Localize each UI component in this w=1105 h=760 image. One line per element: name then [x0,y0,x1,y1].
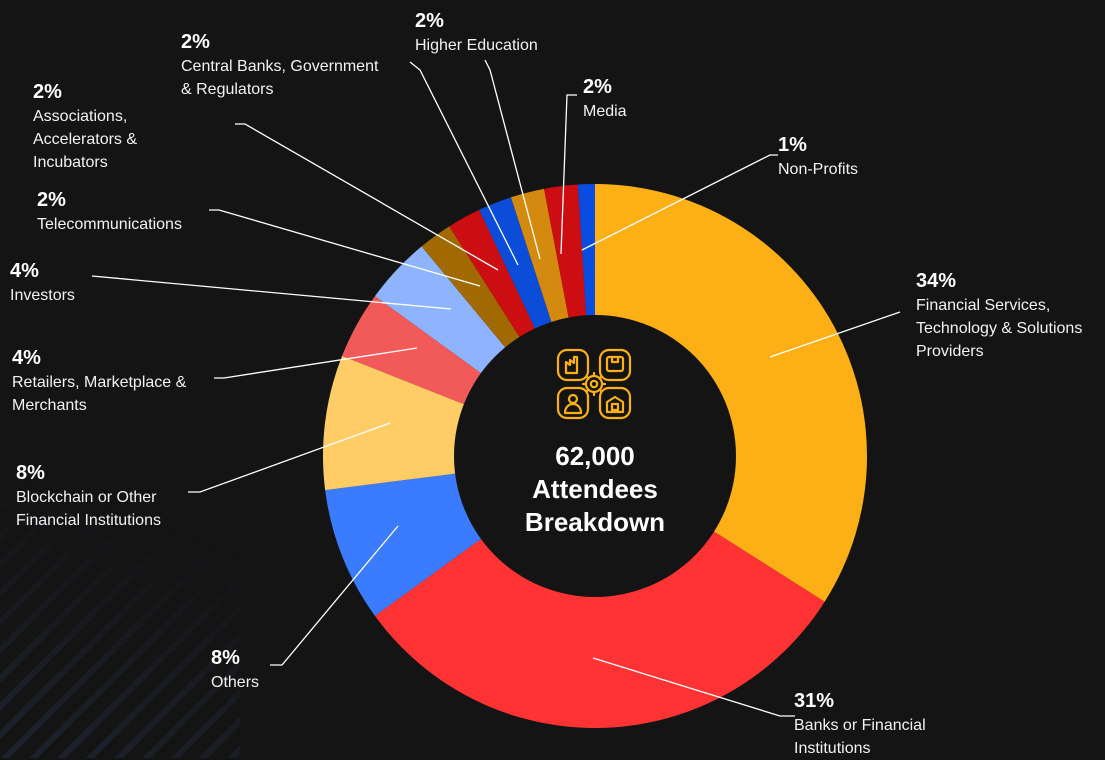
slice-percent: 8% [16,462,45,484]
slice-name: Investors [10,284,75,307]
slice-name-line: Higher Education [415,37,538,54]
slice-name-line: Technology & Solutions [916,320,1083,337]
label-telecommunications: 2% Telecommunications [37,187,182,236]
slice-name-line: Merchants [12,397,87,414]
label-media: 2% Media [583,74,627,123]
slice-name-line: Providers [916,343,984,360]
label-central-banks: 2% Central Banks, Government & Regulator… [181,29,378,101]
slice-name: Non-Profits [778,158,858,181]
label-financial-services: 34% Financial Services, Technology & Sol… [916,268,1082,363]
slice-name: Media [583,100,627,123]
background-stripes [0,428,240,758]
leader-line [188,422,391,493]
label-others: 8% Others [211,645,259,694]
slice-name: Financial Services, Technology & Solutio… [916,294,1082,363]
slice-percent: 31% [794,690,835,712]
factory-icon [556,348,590,382]
slice-percent: 4% [10,260,39,282]
slice-name-line: Investors [10,287,75,304]
slice-name: Central Banks, Government & Regulators [181,55,378,101]
label-blockchain: 8% Blockchain or Other Financial Institu… [16,460,161,532]
slice-percent: 2% [181,31,210,53]
leader-line [769,311,901,358]
slice-name-line: Incubators [33,154,108,171]
center-title-line-3: Breakdown [524,507,666,537]
leader-line [209,209,481,287]
store-icon [598,386,632,420]
slice-name-line: Institutions [794,740,871,757]
label-retailers: 4% Retailers, Marketplace & Merchants [12,345,186,417]
slice-percent: 1% [778,134,807,156]
slice-percent: 34% [916,270,957,292]
center-title-line-2: Attendees [532,474,658,504]
slice-name-line: Central Banks, Government [181,58,379,75]
slice-percent: 2% [583,76,612,98]
leader-line [235,123,499,271]
leader-line [270,525,399,666]
slice-name: Retailers, Marketplace & Merchants [12,371,186,417]
slice-name-line: Accelerators & [33,131,138,148]
chart-title: 62,000 Attendees Breakdown [490,440,700,539]
slice-name-line: Associations, [33,108,128,125]
slice-percent: 2% [415,10,444,32]
slice-name-line: Blockchain or Other [16,489,157,506]
donut-hole [454,315,736,597]
slice-name-line: Retailers, Marketplace & [12,374,187,391]
leader-line [484,59,541,260]
center-title-line-1: 62,000 [555,441,635,471]
slice-name-line: & Regulators [181,81,274,98]
slice-name: Associations, Accelerators & Incubators [33,105,137,174]
slice-percent: 2% [37,189,66,211]
box-icon [598,348,632,382]
slice-name: Higher Education [415,34,538,57]
label-associations: 2% Associations, Accelerators & Incubato… [33,79,137,174]
slice-percent: 2% [33,81,62,103]
leader-line [91,275,452,310]
leader-line [214,347,418,379]
slice-name-line: Non-Profits [778,161,859,178]
center-icon-group [556,348,632,420]
gear-icon [581,371,607,397]
slice-name-line: Telecommunications [37,216,182,233]
leader-line [581,154,778,251]
slice-name: Others [211,671,259,694]
label-non-profits: 1% Non-Profits [778,132,858,181]
slice-name: Banks or Financial Institutions [794,714,926,760]
slice-name-line: Financial Institutions [16,512,161,529]
leader-line [409,61,519,266]
slice-name-line: Media [583,103,627,120]
leader-line [592,657,795,717]
slice-percent: 8% [211,647,240,669]
slice-name: Telecommunications [37,213,182,236]
leader-line [560,94,577,255]
label-investors: 4% Investors [10,258,75,307]
person-icon [556,386,590,420]
label-higher-education: 2% Higher Education [415,8,538,57]
slice-name-line: Others [211,674,260,691]
slice-name-line: Banks or Financial [794,717,926,734]
label-banks: 31% Banks or Financial Institutions [794,688,926,760]
slice-percent: 4% [12,347,41,369]
slice-name-line: Financial Services, [916,297,1051,314]
slice-name: Blockchain or Other Financial Institutio… [16,486,161,532]
